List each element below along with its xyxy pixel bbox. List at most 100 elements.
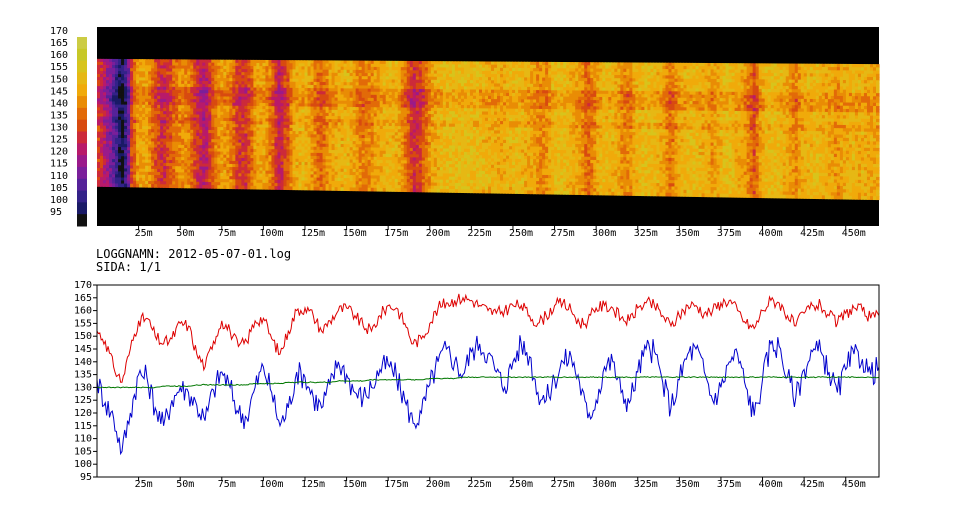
heatmap-cell	[124, 147, 128, 151]
heatmap-cell	[151, 181, 155, 185]
heatmap-cell	[205, 184, 209, 189]
heatmap-cell	[205, 71, 209, 76]
heatmap-cell	[184, 135, 188, 140]
heatmap-cell	[217, 182, 221, 186]
heatmap-cell	[196, 77, 200, 82]
heatmap-cell	[169, 150, 173, 155]
heatmap-cell	[241, 130, 245, 135]
heatmap-cell	[187, 77, 191, 82]
heatmap-cell	[100, 80, 104, 84]
heatmap-cell	[232, 68, 236, 73]
heatmap-cell	[217, 87, 221, 91]
heatmap-cell	[121, 144, 125, 148]
heatmap-cell	[169, 163, 173, 167]
heatmap-cell	[124, 68, 128, 72]
heatmap-cell	[208, 74, 212, 79]
heatmap-cell	[229, 151, 233, 156]
heatmap-cell	[175, 59, 179, 64]
color-scale-swatch	[77, 190, 87, 203]
heatmap-cell	[214, 96, 218, 101]
heatmap-cell	[97, 104, 101, 108]
heatmap-cell	[241, 118, 245, 122]
heatmap-cell	[178, 138, 182, 143]
heatmap-cell	[232, 121, 236, 125]
heatmap-cell	[223, 99, 227, 104]
heatmap-cell	[244, 84, 248, 89]
heatmap-cell	[163, 153, 167, 158]
heatmap-cell	[145, 147, 149, 152]
heatmap-cell	[142, 113, 146, 118]
heatmap-cell	[187, 166, 191, 171]
heatmap-cell	[175, 99, 179, 103]
heatmap-cell	[193, 83, 197, 88]
heatmap-cell	[151, 101, 155, 106]
heatmap-cell	[112, 150, 116, 154]
heatmap-cell	[172, 105, 176, 109]
color-scale-label: 120	[50, 147, 68, 158]
heatmap-cell	[208, 185, 212, 189]
heatmap-cell	[100, 101, 104, 105]
heatmap-cell	[205, 166, 209, 171]
heatmap-cell	[127, 168, 131, 173]
heatmap-cell	[193, 62, 197, 67]
heatmap-cell	[202, 120, 206, 125]
heatmap-cell	[160, 86, 164, 91]
color-scale-label: 170	[50, 26, 68, 37]
heatmap-cell	[112, 77, 116, 81]
heatmap-cell	[175, 120, 179, 125]
heatmap-cell	[136, 98, 140, 103]
heatmap-cell	[148, 104, 152, 109]
heatmap-cell	[244, 142, 248, 147]
heatmap-cell	[118, 183, 122, 188]
heatmap-cell	[106, 165, 110, 169]
heatmap-cell	[196, 114, 200, 119]
heatmap-cell	[199, 96, 203, 100]
heatmap-cell	[109, 128, 113, 133]
heatmap-cell	[115, 183, 119, 188]
heatmap-cell	[196, 102, 200, 106]
heatmap-cell	[169, 102, 173, 106]
heatmap-cell	[121, 156, 125, 160]
heatmap-cell	[100, 116, 104, 121]
heatmap-cell	[133, 62, 137, 66]
heatmap-cell	[214, 133, 218, 137]
heatmap-cell	[190, 157, 194, 161]
heatmap-cell	[238, 84, 242, 89]
color-scale-swatch	[77, 37, 87, 50]
heatmap-cell	[100, 70, 104, 75]
heatmap-cell	[112, 162, 116, 166]
heatmap-cell	[187, 89, 191, 94]
heatmap-cell	[238, 133, 242, 138]
color-scale-label: 110	[50, 171, 68, 182]
heatmap-cell	[217, 105, 221, 110]
heatmap-cell	[202, 145, 206, 149]
heatmap-cell	[211, 59, 215, 64]
heatmap-cell	[232, 111, 236, 116]
heatmap-cell	[238, 127, 242, 131]
heatmap-cell	[103, 86, 107, 90]
heatmap-cell	[160, 129, 164, 134]
heatmap-cell	[145, 104, 149, 109]
heatmap-cell	[148, 147, 152, 152]
heatmap-cell	[196, 157, 200, 161]
heatmap-cell	[202, 142, 206, 146]
heatmap-cell	[133, 92, 137, 97]
heatmap-cell	[232, 182, 236, 187]
heatmap-cell	[100, 104, 104, 108]
heatmap-cell	[124, 98, 128, 103]
heatmap-cell	[121, 128, 125, 133]
heatmap-cell	[154, 74, 158, 79]
heatmap-cell	[106, 77, 110, 81]
heatmap-cell	[160, 59, 164, 63]
heatmap-cell	[106, 80, 110, 84]
heatmap-cell	[124, 144, 128, 148]
heatmap-cell	[163, 86, 167, 91]
heatmap-cell	[154, 171, 158, 176]
heatmap-cell	[118, 62, 122, 66]
heatmap-cell	[187, 80, 191, 85]
heatmap-cell	[184, 83, 188, 88]
heatmap-cell	[145, 92, 149, 97]
heatmap-cell	[124, 110, 128, 115]
heatmap-cell	[169, 156, 173, 161]
heatmap-cell	[136, 86, 140, 91]
